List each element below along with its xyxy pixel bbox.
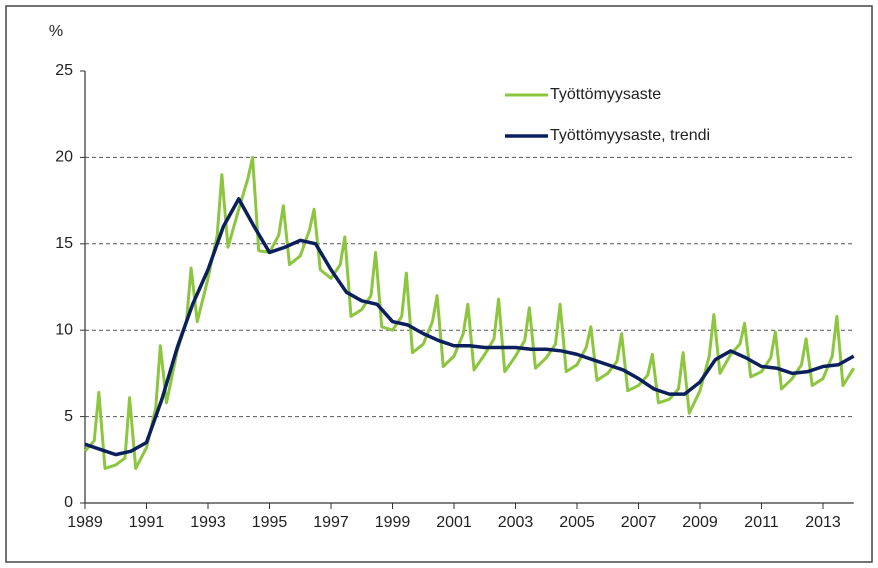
x-tick-label: 2003 — [498, 514, 534, 531]
x-tick-label: 1995 — [252, 514, 288, 531]
x-tick-label: 2011 — [744, 514, 779, 531]
x-tick-label: 2001 — [436, 514, 472, 531]
chart-frame — [5, 5, 873, 563]
x-tick-label: 2005 — [559, 514, 595, 531]
legend-label: Työttömyysaste, trendi — [550, 127, 710, 144]
series-line — [83, 155, 856, 470]
x-tick-label: 2009 — [682, 514, 718, 531]
y-tick-label: 0 — [64, 494, 73, 511]
y-tick-label: 20 — [55, 149, 73, 166]
x-tick-label: 1997 — [313, 514, 349, 531]
x-tick-label: 1991 — [129, 514, 165, 531]
series-line — [84, 197, 855, 457]
x-tick-label: 1999 — [375, 514, 411, 531]
legend-label: Työttömyysaste — [550, 86, 661, 103]
y-tick-label: 15 — [55, 235, 73, 252]
y-unit: % — [49, 23, 63, 40]
y-tick-label: 5 — [64, 408, 73, 425]
x-tick-label: 1989 — [67, 514, 103, 531]
x-tick-label: 1993 — [190, 514, 226, 531]
x-tick-label: 2013 — [805, 514, 841, 531]
y-tick-label: 25 — [55, 62, 73, 79]
x-tick-label: 2007 — [621, 514, 657, 531]
y-tick-label: 10 — [55, 321, 73, 338]
